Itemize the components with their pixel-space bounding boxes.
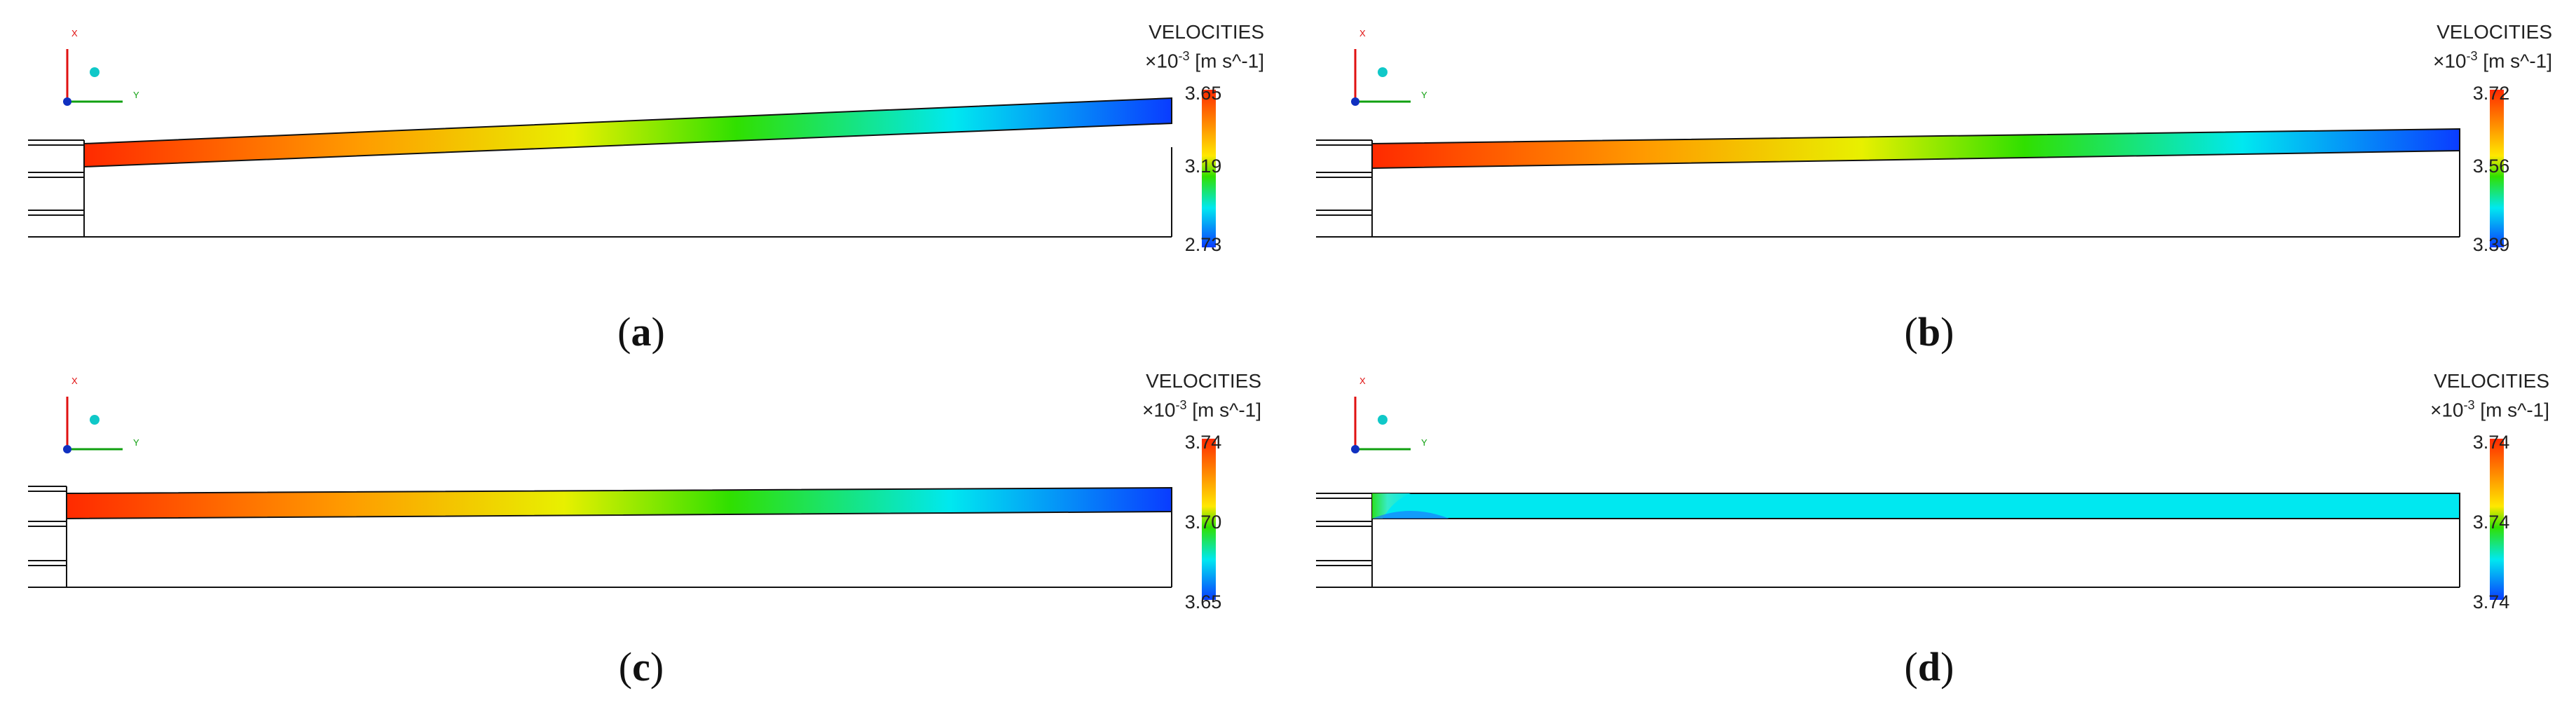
legend-max: 3.74 [1184,432,1222,453]
velocity-field [83,97,1172,168]
axis-y-label: Y [133,90,139,100]
colorbar [1202,90,1216,247]
inlet-lines [1316,139,2460,238]
panel-caption: (c) [618,644,664,690]
inlet-low-velocity-zone [1372,511,1449,519]
legend-min: 3.39 [2472,234,2510,255]
legend-min: 2.73 [1184,234,1222,255]
legend-units: ×10-3 [m s^-1] [1142,398,1261,421]
colorbar [2490,439,2504,600]
colorbar [2490,90,2504,247]
panel-a: X Y VELOCITIES ×10-3 [m s^-1] 3.65 3.19 … [0,0,1288,356]
axis-x-label: X [1359,376,1366,386]
legend-title: VELOCITIES [2434,370,2549,392]
panel-caption: (a) [617,309,665,355]
panel-b-geometry: X Y [1316,28,2504,247]
inlet-lines [28,139,1172,238]
legend-min: 3.65 [1184,591,1222,612]
axis-triad: X Y [1351,28,1427,106]
velocity-field [66,486,1172,520]
panel-b: X Y VELOCITIES ×10-3 [m s^-1] 3.72 3.56 … [1288,0,2576,356]
legend-max: 3.72 [2472,83,2510,104]
legend-units: ×10-3 [m s^-1] [2430,398,2549,421]
inlet-boundary-layer [1372,493,1411,519]
panel-a-geometry: X Y [28,28,1216,247]
axis-x-label: X [71,376,78,386]
inlet-lines [1316,493,2460,588]
panel-d: X Y VELOCITIES ×10-3 [m s^-1] 3.74 3.74 … [1288,356,2576,712]
axis-y-label: Y [1421,90,1427,100]
legend-min: 3.74 [2472,591,2510,612]
colorbar [1202,439,1216,600]
legend-mid: 3.19 [1184,156,1222,177]
legend-title: VELOCITIES [1146,370,1261,392]
axis-y-label: Y [1421,437,1427,448]
velocity-field [1371,128,2460,170]
velocity-field [1371,493,2460,519]
axis-triad: X Y [63,376,139,453]
legend-units: ×10-3 [m s^-1] [1145,49,1264,72]
legend-title: VELOCITIES [2437,21,2552,43]
axis-x-label: X [1359,28,1366,39]
panel-caption: (b) [1904,309,1954,355]
axis-x-label: X [71,28,78,39]
legend-mid: 3.70 [1184,512,1222,533]
panel-caption: (d) [1904,644,1954,690]
legend-max: 3.65 [1184,83,1222,104]
panel-c-geometry: X Y [28,376,1216,600]
legend-mid: 3.74 [2472,512,2510,533]
legend-max: 3.74 [2472,432,2510,453]
legend-units: ×10-3 [m s^-1] [2433,49,2552,72]
legend-title: VELOCITIES [1149,21,1264,43]
axis-triad: X Y [1351,376,1427,453]
panel-d-geometry: X Y [1316,376,2504,600]
legend-mid: 3.56 [2472,156,2510,177]
axis-y-label: Y [133,437,139,448]
axis-triad: X Y [63,28,139,106]
panel-c: X Y VELOCITIES ×10-3 [m s^-1] 3.74 3.70 … [0,356,1288,712]
